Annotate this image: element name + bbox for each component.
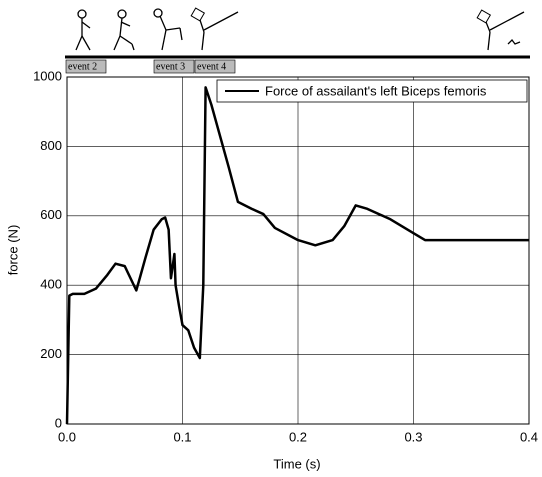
x-tick-label: 0.3 bbox=[404, 429, 422, 444]
y-tick-label: 200 bbox=[40, 346, 62, 361]
x-tick-label: 0.0 bbox=[58, 429, 76, 444]
event-label: event 2 bbox=[68, 61, 97, 72]
y-tick-label: 0 bbox=[55, 415, 62, 430]
y-axis-label: force (N) bbox=[5, 225, 20, 276]
x-tick-label: 0.4 bbox=[520, 429, 538, 444]
x-axis-label: Time (s) bbox=[273, 456, 320, 471]
x-tick-label: 0.1 bbox=[173, 429, 191, 444]
legend-label: Force of assailant's left Biceps femoris bbox=[265, 83, 487, 98]
y-tick-label: 400 bbox=[40, 277, 62, 292]
y-tick-label: 600 bbox=[40, 207, 62, 222]
data-line bbox=[65, 86, 529, 425]
event-labels: event 2 event 3 event 4 bbox=[65, 59, 236, 74]
event-box bbox=[153, 59, 195, 74]
plot-frame bbox=[66, 76, 530, 425]
x-tick-label: 0.2 bbox=[289, 429, 307, 444]
event-box bbox=[65, 59, 107, 74]
legend-box bbox=[216, 79, 528, 103]
event-label: event 4 bbox=[197, 61, 226, 72]
y-tick-label: 1000 bbox=[33, 68, 62, 83]
event-label: event 3 bbox=[156, 61, 185, 72]
event-box bbox=[194, 59, 236, 74]
stick-figures bbox=[75, 7, 525, 51]
y-tick-label: 800 bbox=[40, 138, 62, 153]
